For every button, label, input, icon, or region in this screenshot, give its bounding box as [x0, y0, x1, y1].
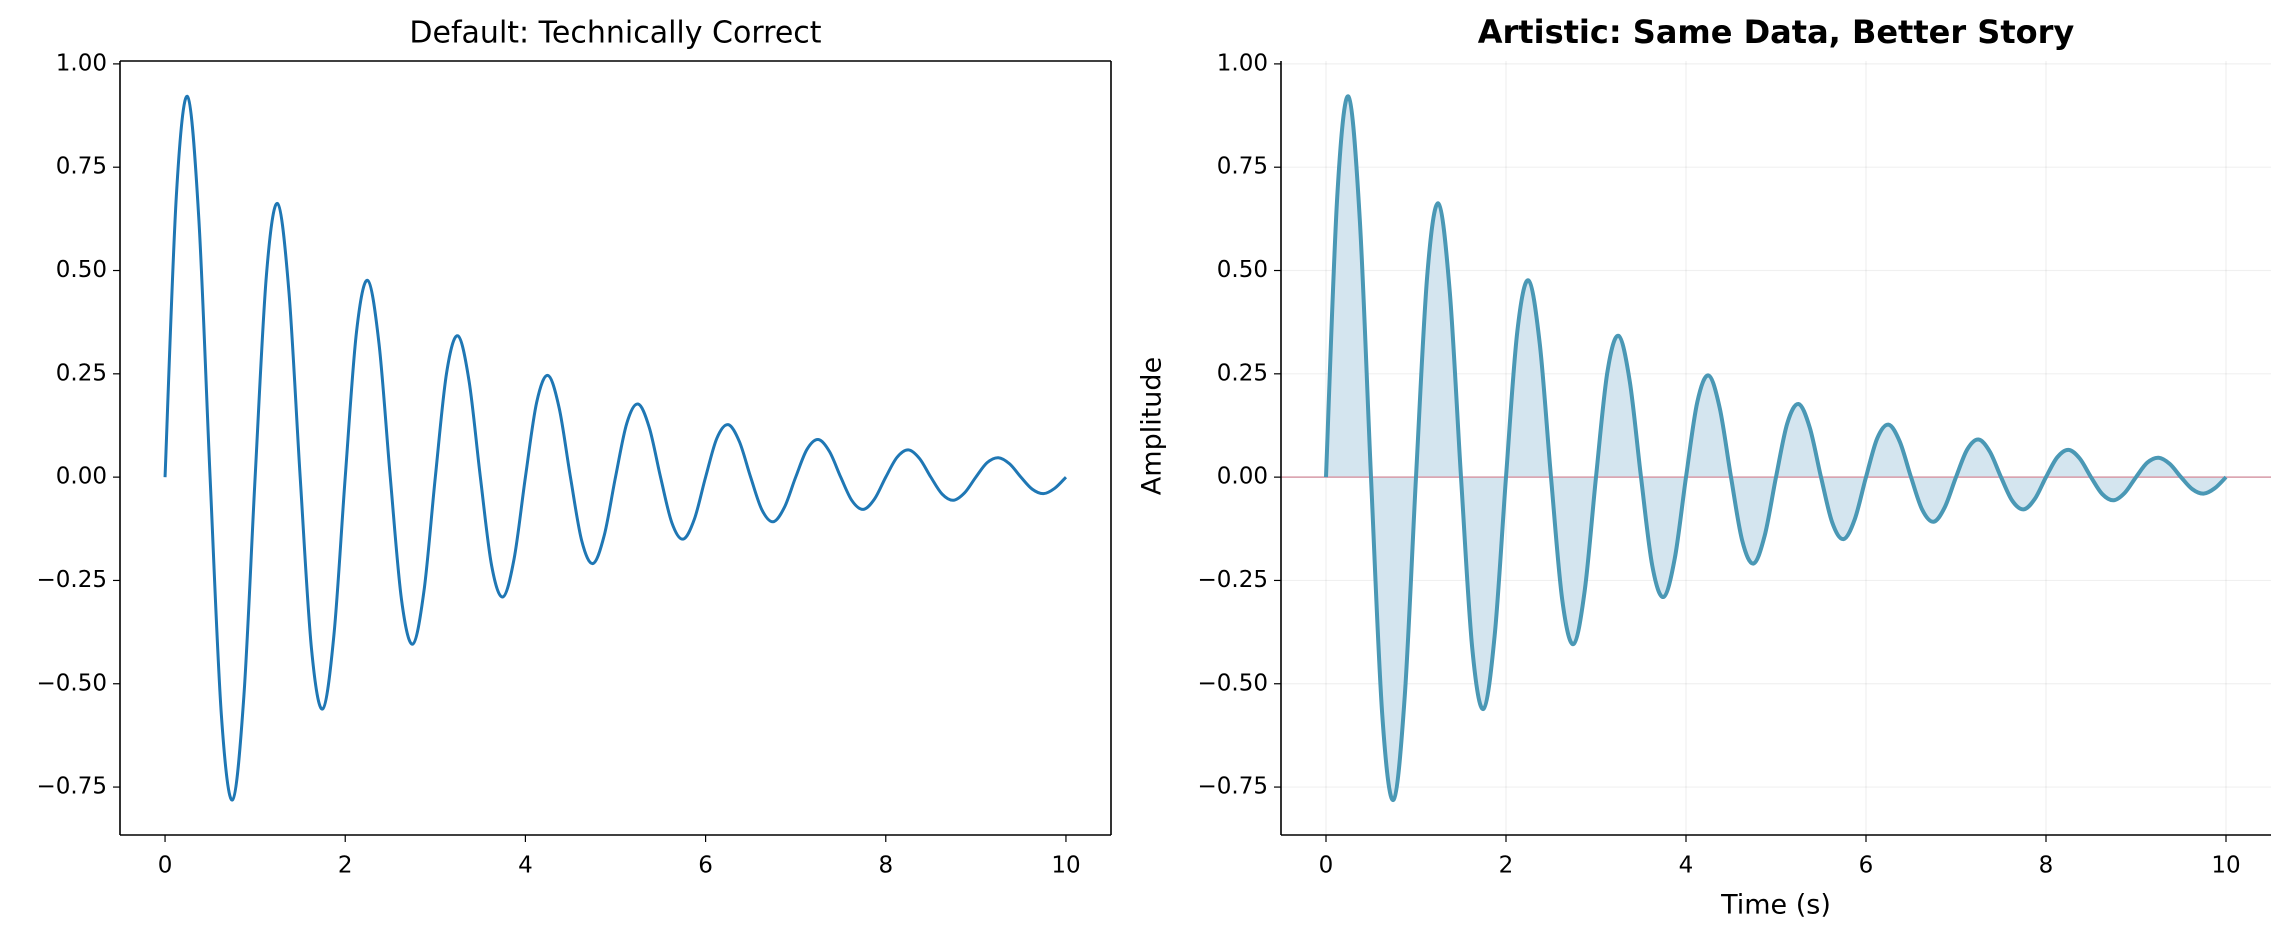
y-tick-label: −0.25 — [1198, 567, 1268, 593]
y-tick-label: −0.75 — [1198, 774, 1268, 800]
x-tick-label: 10 — [1051, 853, 1080, 879]
x-tick-label: 4 — [1679, 853, 1694, 879]
line — [1324, 94, 2228, 802]
y-tick-label: −0.50 — [1198, 670, 1268, 696]
x-axis-label: Time (s) — [1720, 890, 1831, 921]
y-tick-label: 0.25 — [1217, 360, 1268, 386]
y-tick-label: 0.50 — [56, 257, 107, 283]
y-tick-label: −0.75 — [37, 774, 107, 800]
x-tick-label: 8 — [878, 853, 893, 879]
y-tick-label: 0.75 — [1217, 154, 1268, 180]
x-tick-label: 6 — [698, 853, 713, 879]
x-tick-label: 0 — [1319, 853, 1334, 879]
chart-title: Artistic: Same Data, Better Story — [1478, 13, 2075, 51]
y-tick-label: 0.25 — [56, 360, 107, 386]
y-tick-label: 1.00 — [1217, 50, 1268, 76]
y-tick-label: 0.50 — [1217, 257, 1268, 283]
y-axis-label: Amplitude — [1137, 357, 1168, 495]
x-tick-label: 2 — [1499, 853, 1514, 879]
chart-title: Default: Technically Correct — [409, 16, 821, 51]
x-tick-label: 10 — [2211, 853, 2240, 879]
y-tick-label: 0.00 — [56, 464, 107, 490]
x-tick-label: 4 — [518, 853, 533, 879]
y-tick-label: 1.00 — [56, 50, 107, 76]
line — [163, 95, 1068, 802]
x-tick-label: 6 — [1859, 853, 1874, 879]
x-tick-label: 8 — [2039, 853, 2054, 879]
y-tick-label: −0.25 — [37, 567, 107, 593]
y-tick-label: 0.75 — [56, 154, 107, 180]
y-tick-label: 0.00 — [1217, 464, 1268, 490]
y-tick-label: −0.50 — [37, 670, 107, 696]
x-tick-label: 0 — [158, 853, 173, 879]
x-tick-label: 2 — [338, 853, 353, 879]
